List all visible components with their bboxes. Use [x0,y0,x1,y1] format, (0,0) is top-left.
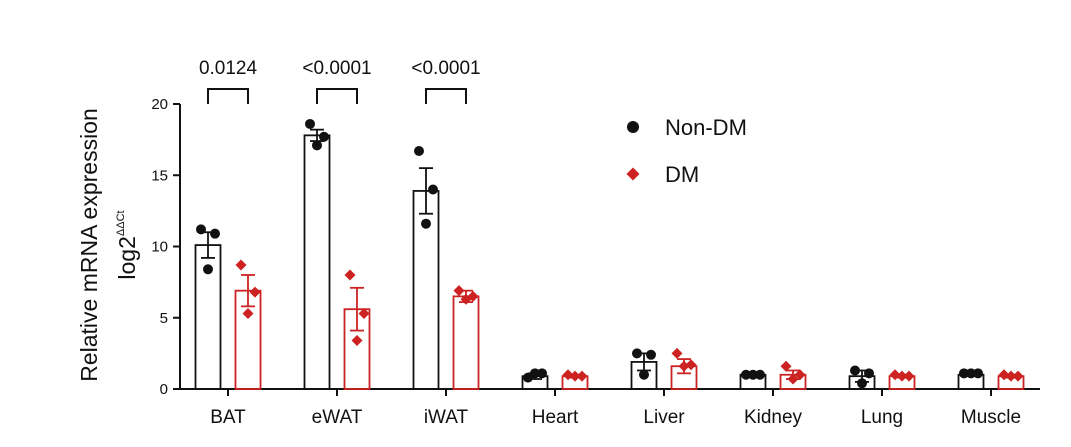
data-point [639,369,649,380]
error-bars-layer [201,128,1018,383]
data-point [358,307,370,319]
y-axis-title-line1: Relative mRNA expression [76,108,102,382]
data-point [249,286,261,298]
data-point [530,368,540,379]
x-tick-label: Heart [532,407,579,428]
data-point [344,269,356,281]
bar [452,295,480,390]
x-tick-label: eWAT [312,407,363,428]
y-axis-title-superscript: ΔΔCt [115,210,127,236]
data-point [203,264,213,275]
p-value-label: <0.0001 [411,58,480,79]
data-point [242,307,254,319]
x-tick-label: Muscle [961,407,1021,428]
data-point [1012,370,1024,382]
legend-marker-dm [626,167,640,181]
bar [303,134,331,390]
y-tick-label: 20 [151,96,168,113]
y-tick-label: 5 [160,310,168,327]
data-point [998,369,1010,381]
data-point [428,184,438,195]
y-axis-title-log-base: log2 [114,236,140,279]
y-tick-label: 0 [160,381,168,398]
data-point [850,365,860,376]
data-point [864,368,874,379]
data-point [748,369,758,380]
data-point [414,146,424,157]
data-point [576,370,588,382]
x-tick-label: Lung [861,407,903,428]
y-axis-title-group: Relative mRNA expression log2ΔΔCt [76,108,140,382]
data-point [741,369,751,380]
significance-bracket [207,88,249,104]
y-axis-title-line2: log2ΔΔCt [114,210,140,279]
data-point [685,359,697,371]
data-point [319,131,329,142]
legend-marker-non-dm [627,121,639,133]
legend: Non-DM DM [626,115,747,187]
data-point [210,228,220,239]
data-point [966,368,976,379]
legend-label: DM [665,162,699,187]
data-point [794,369,806,381]
data-point [569,370,581,382]
points-layer [196,118,1024,389]
data-point [896,370,908,382]
data-point [678,360,690,372]
data-point [1005,370,1017,382]
data-point [562,369,574,381]
data-point [903,370,915,382]
data-point [351,335,363,347]
data-point [460,293,472,305]
data-point [235,259,247,271]
legend-label: Non-DM [665,115,747,140]
x-tick-label: BAT [210,407,246,428]
p-value-label: 0.0124 [199,58,258,79]
data-point [632,348,642,359]
data-point [421,218,431,229]
data-point [453,285,465,297]
x-tick-label: Kidney [744,407,803,428]
data-point [787,373,799,385]
data-point [780,360,792,372]
data-point [857,378,867,389]
significance-bracket [425,88,467,104]
significance-bracket [316,88,358,104]
data-point [196,224,206,235]
data-point [889,369,901,381]
data-point [671,347,683,359]
y-tick-label: 15 [151,167,168,184]
x-tick-label: iWAT [424,407,469,428]
data-point [755,369,765,380]
data-point [312,140,322,151]
y-tick-label: 10 [151,239,168,256]
significance-layer: 0.0124 <0.0001 <0.0001 [199,58,481,104]
axes: 0 5 10 15 20 BAT eWAT iWAT Heart Liver Kidney Lung M… [151,96,1040,428]
x-tick-label: Liver [643,407,685,428]
data-point [305,118,315,129]
data-point [537,368,547,379]
data-point [959,368,969,379]
data-point [646,349,656,360]
p-value-label: <0.0001 [302,58,371,79]
bars-layer [194,134,1025,390]
data-point [973,368,983,379]
